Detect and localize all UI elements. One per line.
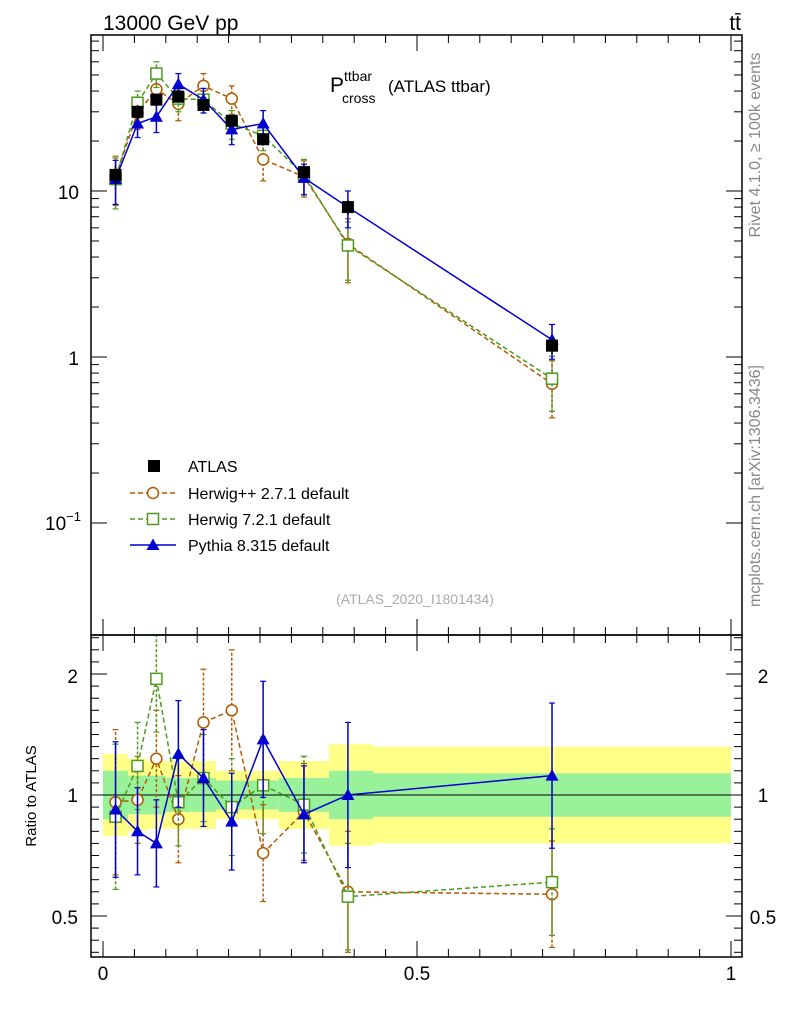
x-tick-label-1: 1 [726, 964, 737, 985]
ratio-point [256, 732, 270, 745]
ratio-data [109, 634, 559, 953]
ratio-point [225, 815, 239, 827]
data-point [225, 114, 238, 127]
ratio-y-tick-label-1: 1 [67, 786, 78, 807]
series-line [114, 84, 553, 385]
ratio-point [256, 846, 270, 860]
title-main: P [330, 74, 344, 97]
legend-marker-pythia [146, 538, 160, 550]
data-point [545, 372, 559, 385]
ratio-y-tick-label-2: 2 [67, 667, 78, 688]
data-point [257, 133, 270, 146]
process-label: tt̄ [729, 12, 741, 35]
ratio-point [109, 803, 123, 815]
y-tick-label-1: 1 [68, 349, 79, 370]
ratio-point [297, 807, 311, 820]
rivet-label: Rivet 4.1.0, ≥ 100k events [747, 53, 764, 238]
ratio-y-tick-label-2-right: 2 [758, 667, 769, 688]
ratio-series-2 [109, 680, 559, 888]
ratio-point [545, 769, 559, 781]
legend-label-atlas: ATLAS [188, 459, 238, 476]
data-point [341, 239, 355, 252]
watermark: (ATLAS_2020_I1801434) [336, 591, 494, 607]
data-point [150, 93, 163, 106]
legend-marker-herwig-pp [146, 486, 160, 500]
data-point [171, 77, 185, 90]
data-point [225, 92, 238, 105]
data-point [172, 90, 185, 103]
main-data [109, 61, 559, 419]
ratio-point [149, 836, 163, 849]
legend: ATLAS Herwig++ 2.7.1 default Herwig 7.2.… [130, 459, 350, 555]
ratio-y-tick-label-1-right: 1 [758, 786, 769, 807]
ratio-point [197, 716, 210, 729]
data-point [150, 67, 163, 80]
data-point [131, 117, 145, 129]
ratio-point [225, 704, 238, 717]
legend-marker-herwig7 [146, 512, 160, 526]
x-tick-label-0: 0 [98, 964, 109, 985]
ratio-line [114, 678, 553, 898]
energy-label: 13000 GeV pp [103, 12, 238, 35]
ratio-point [150, 672, 163, 686]
series-line [114, 83, 553, 341]
ratio-point [131, 824, 145, 837]
data-point [131, 105, 144, 118]
title-sup: ttbar [344, 68, 372, 84]
data-point [256, 117, 270, 129]
ratio-ylabel: Ratio to ATLAS [23, 745, 40, 846]
legend-item-atlas: ATLAS [148, 459, 238, 476]
legend-item-herwig7: Herwig 7.2.1 default [130, 512, 331, 529]
series-line [114, 72, 553, 380]
x-tick-label-0.5: 0.5 [404, 964, 430, 985]
ratio-point [341, 788, 355, 800]
legend-label-herwig7: Herwig 7.2.1 default [188, 512, 331, 529]
series-0 [109, 90, 559, 354]
data-point [256, 153, 270, 166]
title-sub: cross [342, 90, 375, 106]
ratio-point [341, 890, 355, 903]
ratio-line [115, 737, 553, 845]
main-ticks [91, 35, 742, 635]
data-point [297, 166, 310, 179]
legend-item-pythia: Pythia 8.315 default [130, 538, 330, 555]
ratio-point [150, 752, 163, 765]
ratio-panel: Ratio to ATLAS 2 1 0.5 2 1 0.5 0 0.5 1 [23, 634, 776, 985]
ratio-y-tick-label-0.5-right: 0.5 [750, 908, 776, 929]
ratio-point [171, 747, 185, 759]
y-tick-label-10: 10 [58, 183, 79, 204]
ratio-y-tick-label-0.5: 0.5 [52, 908, 78, 929]
data-point [341, 201, 354, 214]
ratio-point [545, 875, 559, 889]
ratio-point [131, 759, 144, 773]
ratio-point [196, 771, 210, 784]
data-point [546, 339, 559, 352]
data-point [197, 98, 210, 111]
data-point [225, 122, 239, 135]
mcplots-label: mcplots.cern.ch [arXiv:1306.3436] [747, 365, 764, 607]
legend-marker-atlas [148, 460, 160, 472]
title-suffix: (ATLAS ttbar) [388, 77, 491, 96]
legend-label-pythia: Pythia 8.315 default [188, 538, 330, 555]
ratio-frame [90, 634, 743, 958]
legend-item-herwig-pp: Herwig++ 2.7.1 default [130, 486, 350, 503]
legend-label-herwig-pp: Herwig++ 2.7.1 default [188, 486, 350, 503]
title: Pttbar cross (ATLAS ttbar) [330, 68, 491, 106]
data-point [109, 168, 122, 181]
data-point [149, 110, 163, 122]
